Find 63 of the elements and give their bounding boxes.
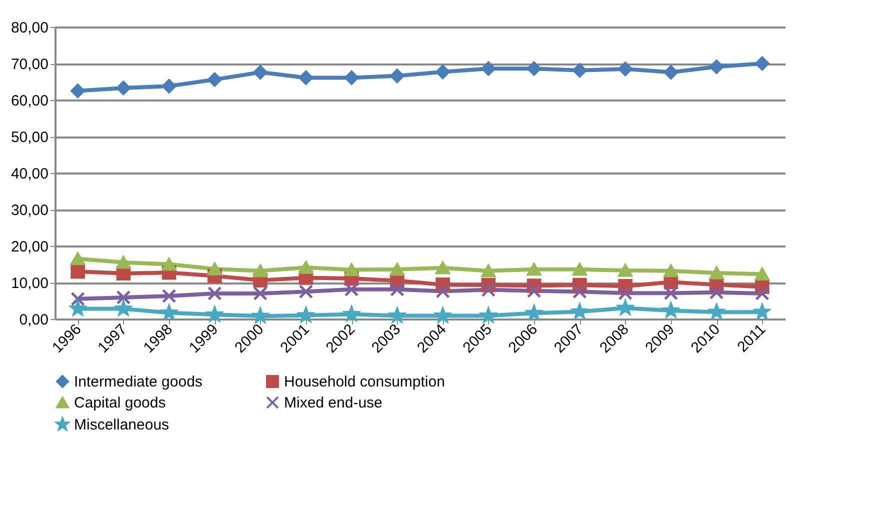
point	[436, 64, 450, 80]
point	[208, 262, 222, 276]
point	[70, 292, 85, 306]
point	[390, 68, 404, 84]
point	[298, 261, 314, 274]
point	[162, 258, 176, 271]
point	[664, 65, 678, 80]
point	[390, 282, 404, 297]
point	[298, 284, 314, 299]
point	[618, 286, 632, 300]
point	[436, 262, 450, 274]
y-tick-label: 40,00	[10, 166, 48, 182]
point	[116, 80, 131, 96]
point	[70, 264, 85, 279]
point	[481, 282, 496, 297]
point	[208, 72, 222, 87]
point	[572, 262, 587, 276]
point	[436, 284, 450, 298]
point	[298, 70, 314, 85]
point	[709, 60, 724, 74]
point	[664, 264, 678, 278]
point	[344, 282, 359, 297]
y-tick-label: 10,00	[10, 275, 48, 292]
point	[709, 285, 724, 300]
legend-label: Capital goods	[74, 394, 166, 412]
point	[755, 56, 770, 71]
y-tick-label: 80,00	[10, 20, 48, 36]
point	[344, 263, 359, 276]
y-tick-label: 60,00	[10, 92, 48, 110]
point	[116, 290, 131, 305]
point	[481, 264, 496, 278]
y-tick-label: 20,00	[10, 238, 48, 256]
point	[664, 286, 678, 300]
point	[618, 264, 632, 277]
point	[481, 61, 496, 76]
point	[526, 284, 542, 298]
point	[253, 264, 268, 278]
point	[572, 63, 587, 78]
point	[572, 284, 587, 299]
y-tick-label: 70,00	[10, 56, 48, 73]
point	[755, 268, 770, 280]
point	[344, 70, 359, 85]
point	[162, 288, 176, 304]
y-tick-label: 30,00	[10, 202, 48, 219]
point	[526, 262, 542, 276]
point	[709, 266, 724, 280]
point	[116, 256, 131, 269]
point	[755, 286, 770, 301]
legend-label: Mixed end-use	[284, 394, 382, 412]
point	[208, 286, 222, 301]
point	[526, 61, 542, 76]
point	[253, 65, 268, 80]
point	[253, 286, 268, 301]
legend-label: Miscellaneous	[74, 416, 170, 434]
point	[70, 252, 85, 266]
point	[618, 62, 632, 76]
legend-label: Household consumption	[284, 374, 445, 391]
point	[390, 262, 404, 276]
point	[162, 78, 176, 94]
point	[70, 84, 85, 98]
y-tick-label: 50,00	[10, 129, 48, 146]
y-tick-label: 0,00	[19, 312, 48, 328]
legend-label: Intermediate goods	[74, 374, 202, 391]
